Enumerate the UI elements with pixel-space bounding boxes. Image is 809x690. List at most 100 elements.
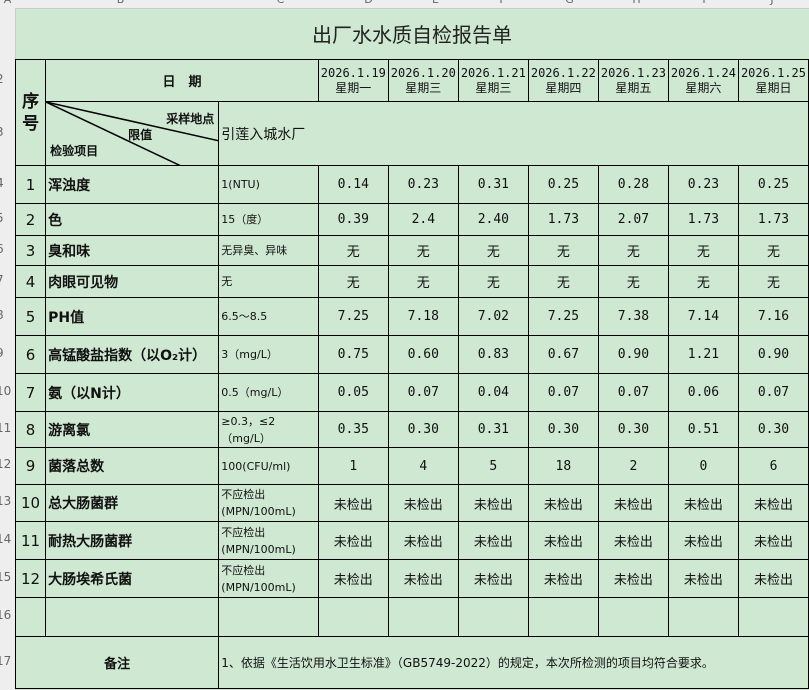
row-header[interactable]: 14	[0, 532, 12, 546]
result-cell[interactable]: 未检出	[527, 484, 599, 522]
row-header[interactable]: 4	[0, 176, 4, 190]
result-cell[interactable]: 未检出	[317, 559, 389, 598]
result-cell[interactable]: 无	[667, 235, 739, 266]
column-header[interactable]: I	[670, 0, 738, 6]
result-cell[interactable]: 无	[667, 265, 739, 298]
row-header[interactable]: 9	[0, 346, 4, 360]
result-cell[interactable]: 2.07	[597, 203, 669, 236]
row-header[interactable]: 12	[0, 457, 12, 471]
result-cell[interactable]: 0.07	[597, 373, 669, 412]
column-header[interactable]: F	[469, 0, 536, 6]
result-cell[interactable]: 7.38	[597, 297, 669, 336]
row-header[interactable]: 11	[0, 421, 12, 435]
column-header[interactable]: G	[536, 0, 603, 6]
result-cell[interactable]: 无	[317, 265, 389, 298]
result-cell[interactable]: 0.83	[457, 335, 529, 374]
result-cell[interactable]: 1.73	[667, 203, 739, 236]
result-cell[interactable]: 未检出	[457, 521, 529, 560]
result-cell[interactable]: 未检出	[667, 521, 739, 560]
result-cell[interactable]: 7.02	[457, 297, 529, 336]
result-cell[interactable]: 0.25	[527, 165, 599, 204]
result-cell[interactable]: 1.21	[667, 335, 739, 374]
result-cell[interactable]: 未检出	[737, 484, 809, 522]
result-cell[interactable]: 未检出	[597, 559, 669, 598]
empty-cell[interactable]	[45, 597, 220, 637]
result-cell[interactable]: 2	[597, 447, 669, 485]
result-cell[interactable]: 无	[387, 265, 459, 298]
result-cell[interactable]: 0.35	[317, 411, 389, 448]
result-cell[interactable]: 0.14	[317, 165, 389, 204]
row-header[interactable]: 15	[0, 570, 12, 584]
result-cell[interactable]: 0.31	[457, 165, 529, 204]
result-cell[interactable]: 未检出	[387, 559, 459, 598]
empty-cell[interactable]	[737, 597, 809, 637]
empty-cell[interactable]	[667, 597, 739, 637]
result-cell[interactable]: 0.04	[457, 373, 529, 412]
result-cell[interactable]: 7.25	[527, 297, 599, 336]
result-cell[interactable]: 0.60	[387, 335, 459, 374]
result-cell[interactable]: 0.05	[317, 373, 389, 412]
result-cell[interactable]: 无	[737, 265, 809, 298]
result-cell[interactable]: 0.30	[737, 411, 809, 448]
result-cell[interactable]: 0.51	[667, 411, 739, 448]
empty-cell[interactable]	[14, 597, 47, 637]
column-header[interactable]: A	[0, 0, 15, 6]
result-cell[interactable]: 未检出	[317, 484, 389, 522]
result-cell[interactable]: 未检出	[597, 484, 669, 522]
result-cell[interactable]: 0.07	[527, 373, 599, 412]
row-header[interactable]: 5	[0, 211, 4, 225]
empty-cell[interactable]	[527, 597, 599, 637]
result-cell[interactable]: 0.90	[737, 335, 809, 374]
result-cell[interactable]: 0.30	[387, 411, 459, 448]
row-header[interactable]: 8	[0, 308, 4, 322]
result-cell[interactable]: 未检出	[597, 521, 669, 560]
result-cell[interactable]: 未检出	[667, 559, 739, 598]
result-cell[interactable]: 0.07	[387, 373, 459, 412]
result-cell[interactable]: 2.4	[387, 203, 459, 236]
result-cell[interactable]: 0.75	[317, 335, 389, 374]
column-header[interactable]: C	[226, 0, 335, 6]
remarks-text[interactable]: 1、依据《生活饮用水卫生标准》（GB5749-2022）的规定，本次所检测的项目…	[218, 636, 809, 689]
result-cell[interactable]: 未检出	[667, 484, 739, 522]
empty-cell[interactable]	[387, 597, 459, 637]
result-cell[interactable]: 0.30	[527, 411, 599, 448]
result-cell[interactable]: 未检出	[387, 521, 459, 560]
result-cell[interactable]: 未检出	[737, 559, 809, 598]
result-cell[interactable]: 无	[597, 265, 669, 298]
result-cell[interactable]: 无	[527, 265, 599, 298]
empty-cell[interactable]	[317, 597, 389, 637]
result-cell[interactable]: 未检出	[457, 484, 529, 522]
row-header[interactable]: 16	[0, 608, 12, 622]
result-cell[interactable]: 7.25	[317, 297, 389, 336]
result-cell[interactable]: 0.30	[597, 411, 669, 448]
result-cell[interactable]: 0.28	[597, 165, 669, 204]
result-cell[interactable]: 2.40	[457, 203, 529, 236]
result-cell[interactable]: 0	[667, 447, 739, 485]
column-header[interactable]: H	[603, 0, 670, 6]
row-header[interactable]: 7	[0, 273, 4, 287]
column-header[interactable]: B	[15, 0, 226, 6]
row-header[interactable]: 17	[0, 654, 12, 668]
result-cell[interactable]: 0.67	[527, 335, 599, 374]
result-cell[interactable]: 未检出	[457, 559, 529, 598]
column-header[interactable]: E	[402, 0, 469, 6]
result-cell[interactable]: 未检出	[527, 521, 599, 560]
result-cell[interactable]: 0.07	[737, 373, 809, 412]
result-cell[interactable]: 7.18	[387, 297, 459, 336]
result-cell[interactable]: 0.25	[737, 165, 809, 204]
column-header[interactable]: J	[738, 0, 806, 6]
result-cell[interactable]: 0.90	[597, 335, 669, 374]
result-cell[interactable]: 1	[317, 447, 389, 485]
result-cell[interactable]: 5	[457, 447, 529, 485]
result-cell[interactable]: 1.73	[737, 203, 809, 236]
result-cell[interactable]: 7.14	[667, 297, 739, 336]
result-cell[interactable]: 无	[317, 235, 389, 266]
column-header[interactable]: D	[335, 0, 402, 6]
result-cell[interactable]: 未检出	[317, 521, 389, 560]
empty-cell[interactable]	[218, 597, 319, 637]
result-cell[interactable]: 无	[457, 265, 529, 298]
row-header[interactable]: 10	[0, 384, 12, 398]
result-cell[interactable]: 未检出	[737, 521, 809, 560]
result-cell[interactable]: 0.23	[387, 165, 459, 204]
empty-cell[interactable]	[457, 597, 529, 637]
